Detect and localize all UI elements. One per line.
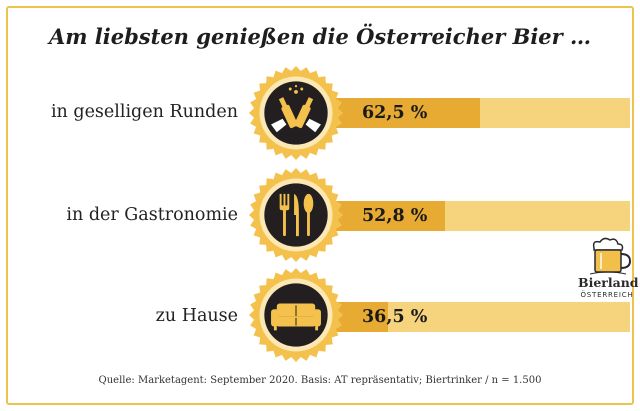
cheers-icon [248,65,344,161]
bar-track [300,201,630,231]
bar-track [300,98,630,128]
category-label: in geselligen Runden [50,102,238,122]
category-label: zu Hause [155,306,238,326]
source-note: Quelle: Marketagent: September 2020. Bas… [98,375,542,386]
chart-title: Am liebsten genießen die Österreicher Bi… [48,24,592,49]
data-label: 52,8 % [362,206,428,226]
beer-mug-icon [589,237,632,275]
sofa-icon [248,267,344,363]
data-label: 62,5 % [362,103,428,123]
data-label: 36,5 % [362,307,428,327]
category-label: in der Gastronomie [66,205,238,225]
cutlery-icon [248,167,344,263]
logo-wordmark: Bierland [578,275,639,290]
logo-subtitle: ÖSTERREICH [580,291,634,299]
